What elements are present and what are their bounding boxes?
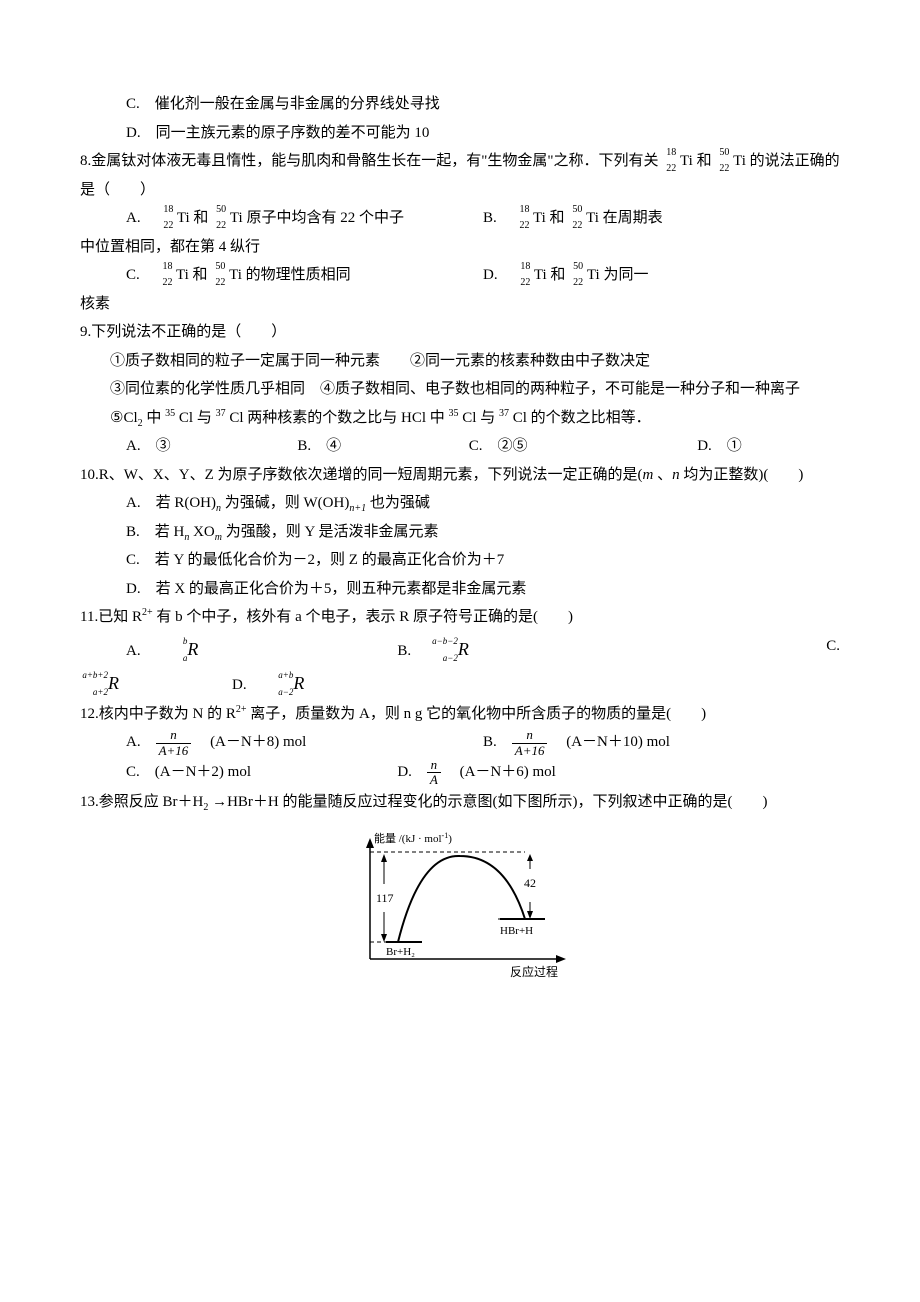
q13-stem: 13.参照反应 Br＋H2 →HBr＋H 的能量随反应过程变化的示意图(如下图所…	[80, 788, 840, 817]
q8-option-c: C. 1822 Ti 和 5022 Ti 的物理性质相同	[126, 261, 483, 290]
q8-options-row2: C. 1822 Ti 和 5022 Ti 的物理性质相同 D. 1822 Ti …	[80, 261, 840, 290]
q9-item-3-4: ③同位素的化学性质几乎相同 ④质子数相同、电子数也相同的两种粒子，不可能是一种分…	[80, 375, 840, 404]
q8-option-d: D. 1822 Ti 和 5022 Ti 为同一	[483, 261, 840, 290]
q9-item-1-2: ①质子数相同的粒子一定属于同一种元素 ②同一元素的核素种数由中子数决定	[80, 347, 840, 376]
page-root: C. 催化剂一般在金属与非金属的分界线处寻找 D. 同一主族元素的原子序数的差不…	[0, 0, 920, 1063]
r-atom-a-icon: ba	[159, 639, 187, 663]
nuclide-ti50-icon: 5022	[715, 150, 729, 174]
q8-options-row1: A. 1822 Ti 和 5022 Ti 原子中均含有 22 个中子 B. 18…	[80, 204, 840, 233]
q8-option-b-cont: 中位置相同，都在第 4 纵行	[80, 233, 840, 262]
q10-option-c: C. 若 Y 的最低化合价为－2，则 Z 的最高正化合价为＋7	[80, 546, 840, 575]
q7-option-d: D. 同一主族元素的原子序数的差不可能为 10	[80, 119, 840, 148]
q8-option-d-cont: 核素	[80, 290, 840, 319]
q9-item-5: ⑤Cl2 中 35 Cl 与 37 Cl 两种核素的个数之比与 HCl 中 35…	[80, 404, 840, 433]
q11-option-c: a+b+2a+2R	[80, 666, 232, 700]
q8-stem: 8.金属钛对体液无毒且惰性，能与肌肉和骨骼生长在一起，有"生物金属"之称．下列有…	[80, 147, 840, 204]
svg-text:42: 42	[524, 876, 536, 890]
q11-option-a: A. baR	[126, 632, 397, 666]
q12-option-a: A. nA+16 (A－N＋8) mol	[126, 728, 483, 758]
q9-option-a: A. ③	[126, 432, 297, 461]
q11-option-c-label: C.	[612, 632, 840, 666]
q8-option-b: B. 1822 Ti 和 5022 Ti 在周期表	[483, 204, 840, 233]
nuclide-ti18-icon: 1822	[516, 264, 530, 288]
svg-text:Br+H₂: Br+H₂	[386, 946, 415, 958]
energy-diagram-icon: 能量 /(kJ · mol-1) 117 42 Br+H₂ HBr+H	[330, 824, 590, 984]
nuclide-ti50-icon: 5022	[211, 264, 225, 288]
q8-stem-text-1: 8.金属钛对体液无毒且惰性，能与肌肉和骨骼生长在一起，有"生物金属"之称．下列有…	[80, 153, 662, 169]
frac-a16-icon: nA+16	[512, 728, 548, 758]
q10-option-d: D. 若 X 的最高正化合价为＋5，则五种元素都是非金属元素	[80, 575, 840, 604]
q12-options-row2: C. (A－N＋2) mol D. nA (A－N＋6) mol	[80, 758, 840, 788]
q9-option-c: C. ②⑤	[469, 432, 697, 461]
svg-text:能量 /(kJ · mol-1): 能量 /(kJ · mol-1)	[374, 831, 452, 845]
q11-options-row1: A. baR B. a−b−2a−2R C.	[80, 632, 840, 666]
q11-option-b: B. a−b−2a−2R	[397, 632, 611, 666]
nuclide-ti50-icon: 5022	[212, 207, 226, 231]
q8-option-a: A. 1822 Ti 和 5022 Ti 原子中均含有 22 个中子	[126, 204, 483, 233]
q11-options-row2: a+b+2a+2R D. a+ba−2R	[80, 666, 840, 700]
q12-stem: 12.核内中子数为 N 的 R2+ 离子，质量数为 A，则 n g 它的氧化物中…	[80, 700, 840, 729]
q12-option-b: B. nA+16 (A－N＋10) mol	[483, 728, 840, 758]
q11-stem: 11.已知 R2+ 有 b 个中子，核外有 a 个电子，表示 R 原子符号正确的…	[80, 603, 840, 632]
q9-option-d: D. ①	[697, 432, 840, 461]
q12-options-row1: A. nA+16 (A－N＋8) mol B. nA+16 (A－N＋10) m…	[80, 728, 840, 758]
q13-diagram: 能量 /(kJ · mol-1) 117 42 Br+H₂ HBr+H	[80, 816, 840, 1003]
q9-stem: 9.下列说法不正确的是（ ）	[80, 318, 840, 347]
r-atom-c-icon: a+b+2a+2	[80, 673, 108, 697]
q7-option-c: C. 催化剂一般在金属与非金属的分界线处寻找	[80, 90, 840, 119]
frac-a-icon: nA	[427, 758, 441, 788]
nuclide-ti18-icon: 1822	[516, 207, 530, 231]
nuclide-ti18-icon: 1822	[159, 207, 173, 231]
r-atom-b-icon: a−b−2a−2	[430, 639, 458, 663]
q8-stem-text-2: Ti 和	[680, 153, 715, 169]
svg-text:117: 117	[376, 891, 394, 905]
q9-option-b: B. ④	[297, 432, 468, 461]
q11-option-d: D. a+ba−2R	[232, 666, 840, 700]
nuclide-ti50-icon: 5022	[568, 207, 582, 231]
nuclide-ti18-icon: 1822	[662, 150, 676, 174]
nuclide-ti50-icon: 5022	[569, 264, 583, 288]
q10-option-a: A. 若 R(OH)n 为强碱，则 W(OH)n+1 也为强碱	[80, 489, 840, 518]
q10-option-b: B. 若 Hn XOm 为强酸，则 Y 是活泼非金属元素	[80, 518, 840, 547]
r-atom-d-icon: a+ba−2	[265, 673, 293, 697]
q10-stem: 10.R、W、X、Y、Z 为原子序数依次递增的同一短周期元素，下列说法一定正确的…	[80, 461, 840, 490]
svg-text:反应过程: 反应过程	[510, 964, 558, 979]
svg-text:HBr+H: HBr+H	[500, 925, 533, 937]
q12-option-d: D. nA (A－N＋6) mol	[397, 758, 840, 788]
q12-option-c: C. (A－N＋2) mol	[126, 758, 397, 788]
frac-a16-icon: nA+16	[156, 728, 192, 758]
q9-options: A. ③ B. ④ C. ②⑤ D. ①	[80, 432, 840, 461]
nuclide-ti18-icon: 1822	[159, 264, 173, 288]
